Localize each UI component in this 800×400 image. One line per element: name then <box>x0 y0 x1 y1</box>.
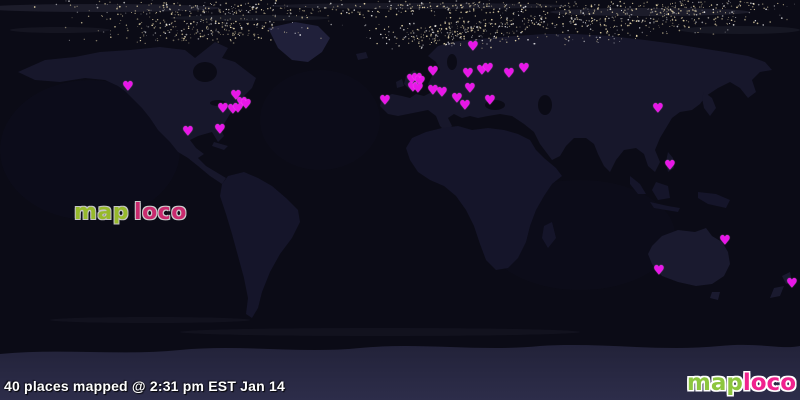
japan <box>702 92 716 116</box>
antarctica <box>0 344 800 400</box>
greenland <box>268 22 330 62</box>
new-zealand <box>782 272 792 284</box>
watermark-map-text: map <box>74 200 130 225</box>
logo-loco-text: loco <box>742 370 796 396</box>
continents <box>0 22 800 400</box>
eurasia <box>380 34 772 172</box>
united-kingdom <box>404 70 420 90</box>
watermark-loco-text: loco <box>134 200 187 225</box>
maploco-watermark: map loco <box>74 200 187 225</box>
status-text: 40 places mapped @ 2:31 pm EST Jan 14 <box>4 378 285 394</box>
city-lights <box>33 0 795 50</box>
australia <box>648 228 730 286</box>
logo-map-text: map <box>686 370 743 396</box>
africa <box>406 126 562 270</box>
maploco-logo: maploco <box>687 370 796 396</box>
south-america <box>220 172 300 318</box>
